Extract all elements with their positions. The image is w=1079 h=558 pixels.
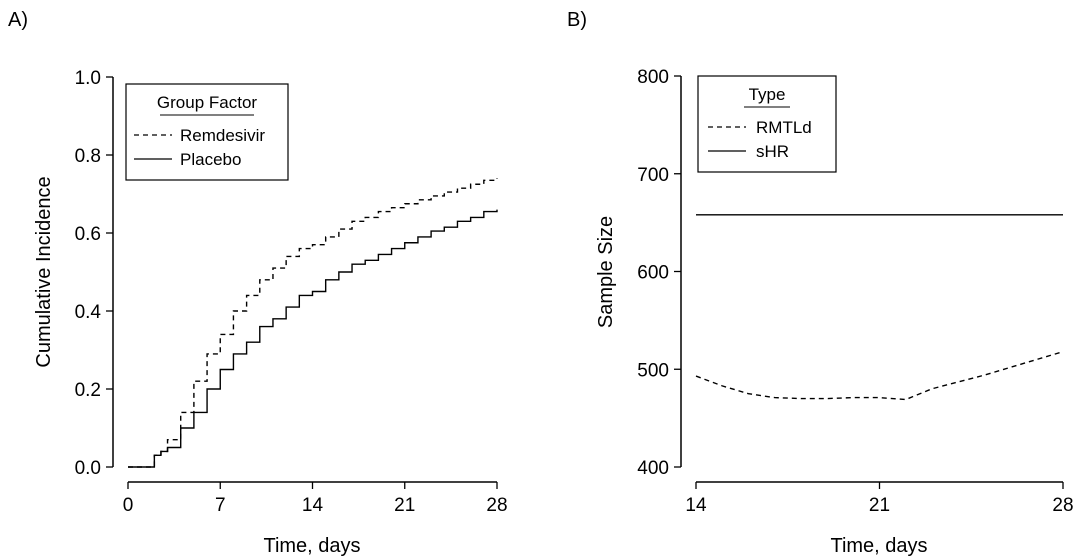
panel-label-b: B) <box>567 9 587 31</box>
panel-a-chart: 0.0 0.2 0.4 0.6 0.8 1.0 0 7 14 21 28 Time, days Cu… <box>33 68 508 557</box>
y-tick-label: 0.0 <box>75 458 101 479</box>
y-tick-label: 800 <box>637 67 669 88</box>
legend-box <box>125 83 289 181</box>
panel-b-legend: Type RMTLd sHR <box>697 75 837 173</box>
legend-box <box>697 75 837 173</box>
y-tick-label: 0.6 <box>75 224 101 245</box>
panel-a-series <box>128 178 498 468</box>
series-line-remdesivir <box>128 178 498 468</box>
panel-b-y-axis-label: Sample Size <box>595 216 617 328</box>
y-tick-label: 1.0 <box>75 68 101 89</box>
x-tick-label: 0 <box>123 495 134 516</box>
panel-label-a: A) <box>8 9 28 31</box>
y-tick-label: 0.2 <box>75 380 101 401</box>
panel-b-ticks: 400 500 600 700 800 14 21 28 <box>637 67 1073 516</box>
legend-title: Group Factor <box>157 93 257 112</box>
legend-title: Type <box>749 85 786 104</box>
x-tick-label: 14 <box>685 495 707 516</box>
y-tick-label: 0.8 <box>75 146 101 167</box>
y-tick-label: 500 <box>637 360 669 381</box>
panel-a-legend: Group Factor Remdesivir Placebo <box>125 83 289 181</box>
y-tick-label: 400 <box>637 458 669 479</box>
x-tick-label: 21 <box>394 495 415 516</box>
x-tick-label: 7 <box>215 495 226 516</box>
panel-a-x-axis-label: Time, days <box>263 535 360 557</box>
x-tick-label: 28 <box>1052 495 1073 516</box>
panel-a-ticks: 0.0 0.2 0.4 0.6 0.8 1.0 0 7 14 21 28 <box>75 68 508 516</box>
panel-b-x-axis-label: Time, days <box>830 535 927 557</box>
legend-label-remdesivir: Remdesivir <box>180 126 265 145</box>
legend-label-shr: sHR <box>756 142 789 161</box>
legend-label-rmtld: RMTLd <box>756 118 812 137</box>
y-tick-label: 0.4 <box>75 302 102 323</box>
series-line-rmtld <box>695 350 1064 401</box>
y-tick-label: 600 <box>637 263 669 284</box>
y-tick-label: 700 <box>637 165 669 186</box>
panel-a-y-axis-label: Cumulative Incidence <box>33 176 55 367</box>
legend-label-placebo: Placebo <box>180 150 241 169</box>
series-line-placebo <box>128 209 498 468</box>
panel-b-chart: 400 500 600 700 800 14 21 28 Time, days Sample … <box>595 67 1074 557</box>
x-tick-label: 28 <box>486 495 507 516</box>
x-tick-label: 14 <box>302 495 324 516</box>
x-tick-label: 21 <box>869 495 890 516</box>
panel-b-series <box>695 214 1064 401</box>
